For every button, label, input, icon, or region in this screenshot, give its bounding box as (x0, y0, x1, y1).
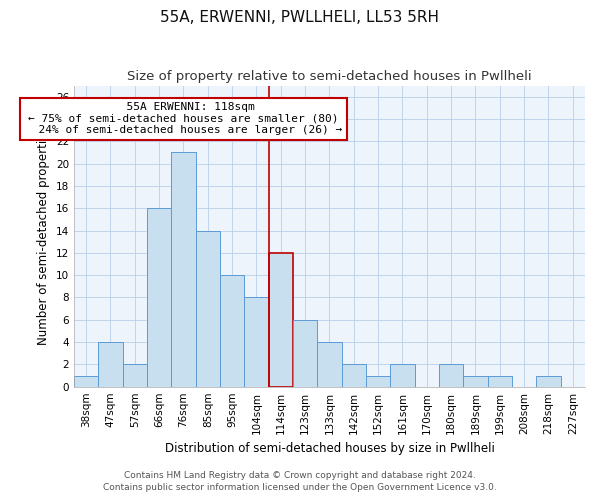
Bar (269, 253, 293, 386)
Bar (122, 364, 147, 386)
Bar (196, 230, 220, 386)
Text: Contains HM Land Registry data © Crown copyright and database right 2024.
Contai: Contains HM Land Registry data © Crown c… (103, 471, 497, 492)
Bar (463, 376, 488, 386)
Bar (220, 275, 244, 386)
Bar (172, 152, 196, 386)
Bar (488, 376, 512, 386)
Bar (536, 376, 560, 386)
Bar (341, 364, 366, 386)
Text: 55A, ERWENNI, PWLLHELI, LL53 5RH: 55A, ERWENNI, PWLLHELI, LL53 5RH (161, 10, 439, 25)
Bar (98, 342, 122, 386)
Bar (366, 376, 391, 386)
X-axis label: Distribution of semi-detached houses by size in Pwllheli: Distribution of semi-detached houses by … (164, 442, 494, 455)
Bar (293, 320, 317, 386)
Y-axis label: Number of semi-detached properties: Number of semi-detached properties (37, 127, 50, 346)
Bar (391, 364, 415, 386)
Bar (244, 298, 269, 386)
Bar (147, 208, 172, 386)
Bar (317, 342, 341, 386)
Bar (74, 376, 98, 386)
Text: 55A ERWENNI: 118sqm
← 75% of semi-detached houses are smaller (80)
  24% of semi: 55A ERWENNI: 118sqm ← 75% of semi-detach… (25, 102, 342, 136)
Bar (439, 364, 463, 386)
Title: Size of property relative to semi-detached houses in Pwllheli: Size of property relative to semi-detach… (127, 70, 532, 83)
